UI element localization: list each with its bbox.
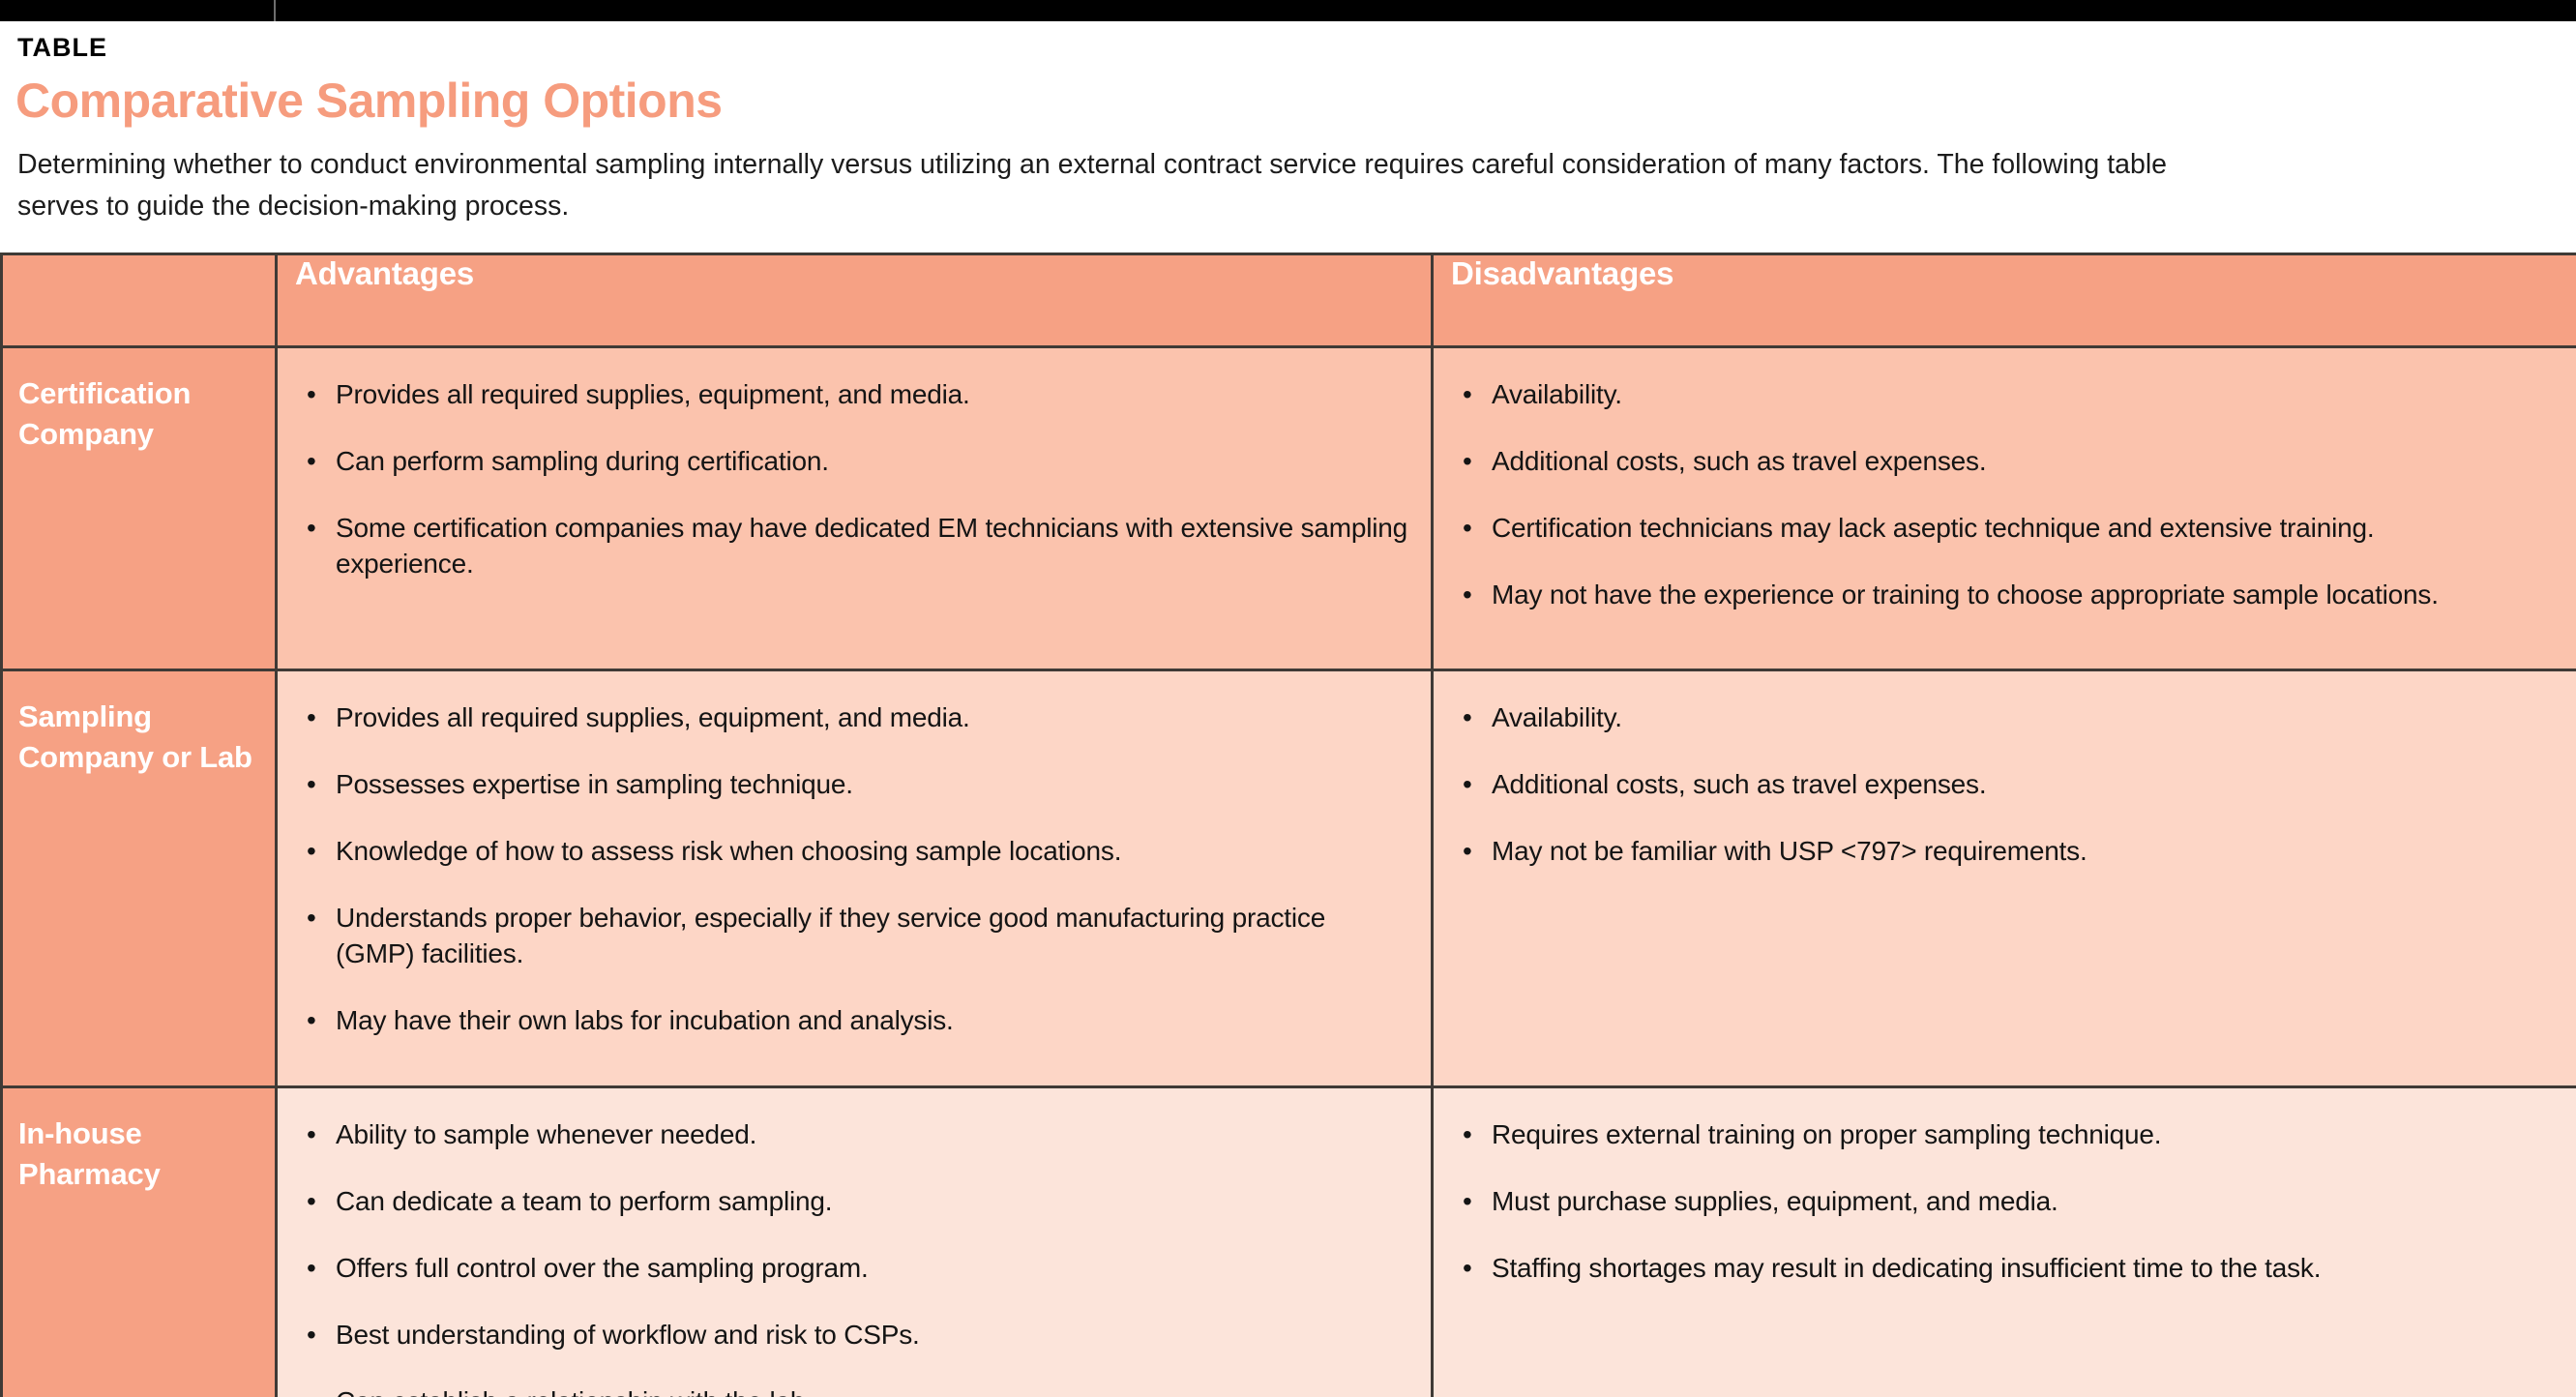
bullet-item: Provides all required supplies, equipmen… bbox=[301, 700, 1411, 736]
top-black-bar bbox=[0, 0, 2576, 21]
col-header-disadvantages: Disadvantages bbox=[1431, 253, 2576, 348]
row-header-in-house-pharmacy: In-house Pharmacy bbox=[0, 1085, 278, 1397]
bullet-item: Knowledge of how to assess risk when cho… bbox=[301, 834, 1411, 870]
bullet-item: Ability to sample whenever needed. bbox=[301, 1117, 1411, 1153]
bullet-item: Must purchase supplies, equipment, and m… bbox=[1457, 1184, 2557, 1220]
bullet-item: Best understanding of workflow and risk … bbox=[301, 1318, 1411, 1353]
bullet-item: May not have the experience or training … bbox=[1457, 578, 2557, 613]
bullet-list: Provides all required supplies, equipmen… bbox=[301, 377, 1411, 582]
bullet-item: May have their own labs for incubation a… bbox=[301, 1003, 1411, 1039]
bullet-item: Requires external training on proper sam… bbox=[1457, 1117, 2557, 1153]
table-row-certification-company: Certification Company Provides all requi… bbox=[0, 345, 2576, 671]
bullet-item: Possesses expertise in sampling techniqu… bbox=[301, 767, 1411, 803]
bullet-item: Can establish a relationship with the la… bbox=[301, 1384, 1411, 1397]
bullet-list: Availability. Additional costs, such as … bbox=[1457, 377, 2557, 613]
table-row-sampling-company-or-lab: Sampling Company or Lab Provides all req… bbox=[0, 669, 2576, 1088]
bullet-item: Certification technicians may lack asept… bbox=[1457, 511, 2557, 547]
disadvantages-cell: Availability. Additional costs, such as … bbox=[1431, 669, 2576, 1088]
disadvantages-cell: Availability. Additional costs, such as … bbox=[1431, 345, 2576, 671]
table-row-in-house-pharmacy: In-house Pharmacy Ability to sample when… bbox=[0, 1085, 2576, 1397]
advantages-cell: Provides all required supplies, equipmen… bbox=[275, 669, 1434, 1088]
row-header-certification-company: Certification Company bbox=[0, 345, 278, 671]
bullet-item: Additional costs, such as travel expense… bbox=[1457, 444, 2557, 480]
bullet-item: Availability. bbox=[1457, 700, 2557, 736]
bullet-item: Can dedicate a team to perform sampling. bbox=[301, 1184, 1411, 1220]
bullet-item: Provides all required supplies, equipmen… bbox=[301, 377, 1411, 413]
advantages-cell: Provides all required supplies, equipmen… bbox=[275, 345, 1434, 671]
table-header-row: Advantages Disadvantages bbox=[0, 253, 2576, 348]
bullet-item: Staffing shortages may result in dedicat… bbox=[1457, 1251, 2557, 1287]
comparison-table: Advantages Disadvantages Certification C… bbox=[0, 253, 2576, 1397]
bullet-list: Availability. Additional costs, such as … bbox=[1457, 700, 2557, 870]
disadvantages-cell: Requires external training on proper sam… bbox=[1431, 1085, 2576, 1397]
bullet-item: Can perform sampling during certificatio… bbox=[301, 444, 1411, 480]
bullet-item: Understands proper behavior, especially … bbox=[301, 901, 1411, 972]
col-header-advantages: Advantages bbox=[275, 253, 1434, 348]
bullet-item: Availability. bbox=[1457, 377, 2557, 413]
kicker-label: TABLE bbox=[17, 33, 107, 62]
bullet-item: Additional costs, such as travel expense… bbox=[1457, 767, 2557, 803]
intro-text: Determining whether to conduct environme… bbox=[17, 149, 2167, 222]
bullet-item: Offers full control over the sampling pr… bbox=[301, 1251, 1411, 1287]
bullet-item: Some certification companies may have de… bbox=[301, 511, 1411, 582]
masthead: TABLE Comparative Sampling Options Deter… bbox=[0, 21, 2576, 227]
bullet-list: Provides all required supplies, equipmen… bbox=[301, 700, 1411, 1039]
corner-cell bbox=[0, 253, 278, 348]
bullet-list: Ability to sample whenever needed. Can d… bbox=[301, 1117, 1411, 1397]
page-title: Comparative Sampling Options bbox=[15, 74, 723, 128]
row-header-sampling-company-or-lab: Sampling Company or Lab bbox=[0, 669, 278, 1088]
bullet-list: Requires external training on proper sam… bbox=[1457, 1117, 2557, 1287]
top-bar-divider bbox=[274, 0, 276, 21]
advantages-cell: Ability to sample whenever needed. Can d… bbox=[275, 1085, 1434, 1397]
bullet-item: May not be familiar with USP <797> requi… bbox=[1457, 834, 2557, 870]
